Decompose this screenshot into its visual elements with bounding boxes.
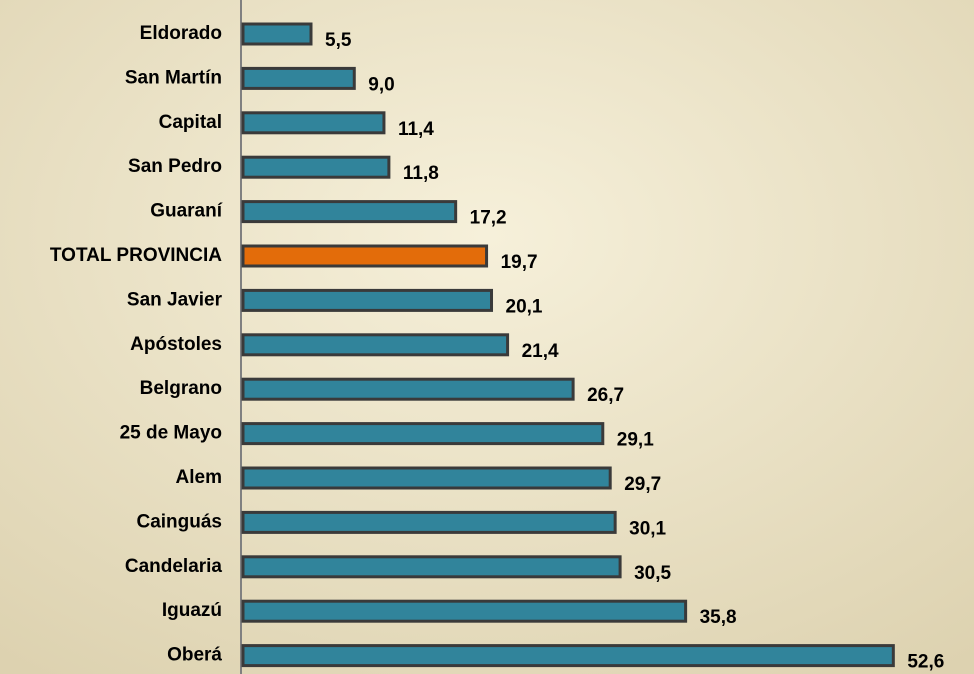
bar <box>241 200 458 224</box>
category-label: Capital <box>159 112 222 133</box>
category-label: Iguazú <box>162 600 222 621</box>
value-label: 30,5 <box>634 563 671 584</box>
category-label: Guaraní <box>150 201 223 222</box>
category-label: San Javier <box>127 289 223 310</box>
category-label: Apóstoles <box>130 334 222 355</box>
value-label: 20,1 <box>506 296 543 317</box>
bar <box>241 599 688 623</box>
value-label: 9,0 <box>368 74 394 95</box>
value-label: 17,2 <box>470 208 507 229</box>
category-label: Eldorado <box>140 23 222 44</box>
bar <box>241 155 391 179</box>
bar <box>241 555 622 579</box>
category-label: Belgrano <box>140 378 222 399</box>
value-label: 26,7 <box>587 385 624 406</box>
value-label: 11,8 <box>403 163 439 184</box>
bar <box>241 333 510 357</box>
value-label: 21,4 <box>522 341 559 362</box>
bar <box>241 377 575 401</box>
category-label: Cainguás <box>136 511 222 532</box>
value-label: 29,7 <box>624 474 661 495</box>
bar <box>241 22 313 46</box>
category-label: San Pedro <box>128 156 222 177</box>
bar <box>241 644 895 668</box>
value-label: 35,8 <box>700 607 737 628</box>
category-label: Alem <box>176 467 222 488</box>
bar <box>241 422 605 446</box>
bar <box>241 510 617 534</box>
category-label: 25 de Mayo <box>120 423 222 444</box>
bar <box>241 466 612 490</box>
category-label: Candelaria <box>125 556 223 577</box>
value-label: 30,1 <box>629 518 666 539</box>
value-label: 11,4 <box>398 119 434 140</box>
category-label: TOTAL PROVINCIA <box>50 245 222 266</box>
bar <box>241 244 489 268</box>
category-label: Oberá <box>167 645 222 666</box>
value-label: 29,1 <box>617 430 654 451</box>
value-label: 5,5 <box>325 30 352 51</box>
bar <box>241 288 494 312</box>
category-label: San Martín <box>125 67 222 88</box>
bar <box>241 66 356 90</box>
bar <box>241 111 386 135</box>
value-label: 52,6 <box>907 652 944 673</box>
value-label: 19,7 <box>501 252 538 273</box>
